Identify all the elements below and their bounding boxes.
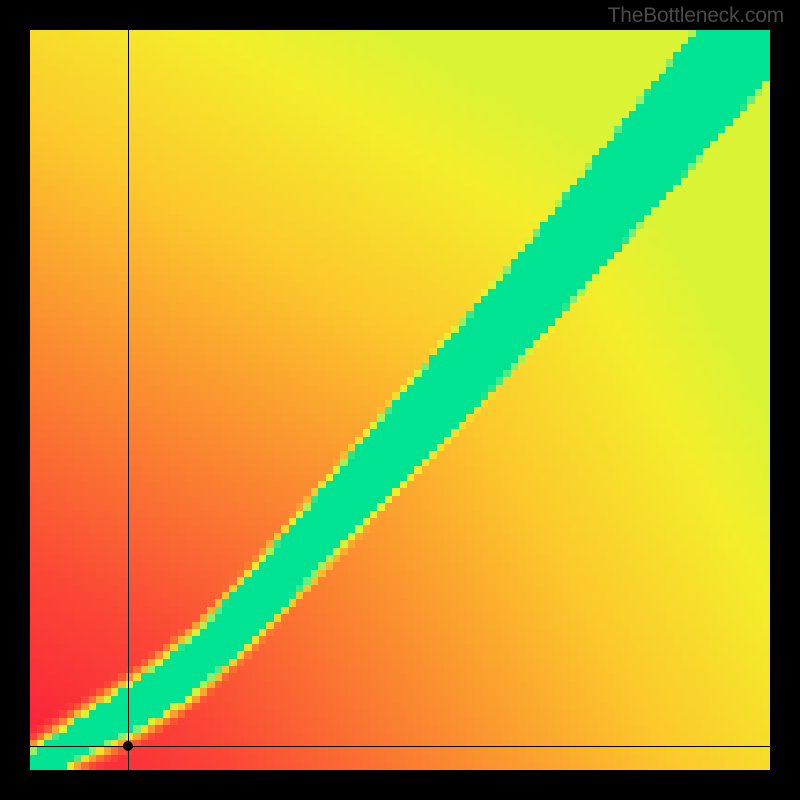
crosshair-point (123, 741, 133, 751)
heatmap-canvas (30, 30, 770, 770)
crosshair-vertical (128, 30, 129, 770)
crosshair-horizontal (30, 746, 770, 747)
chart-container: TheBottleneck.com (0, 0, 800, 800)
plot-area (30, 30, 770, 770)
watermark-text: TheBottleneck.com (608, 4, 784, 28)
